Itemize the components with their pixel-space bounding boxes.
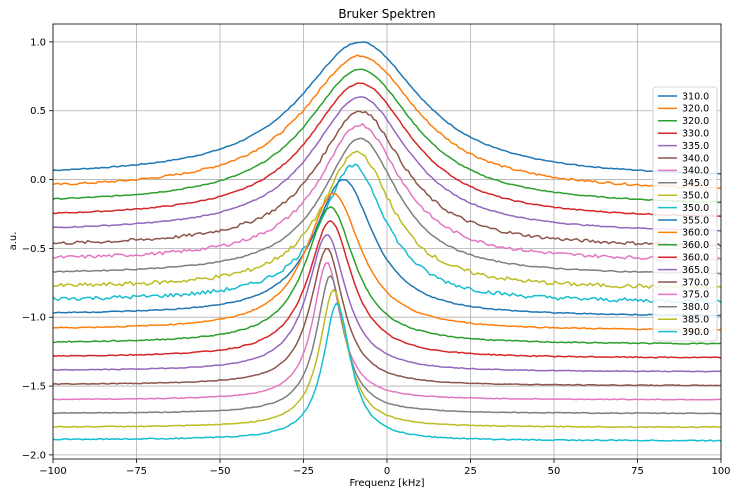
legend-label: 360.0 — [682, 228, 709, 239]
axis-ticks: −100 −75 −50 −25 0 25 50 75 100 −2.0 −1.5 −1.0 −0.5 0… — [22, 37, 731, 477]
y-tick-label: −1.0 — [22, 313, 46, 324]
x-tick-label: 75 — [631, 466, 644, 477]
series-line-11 — [52, 178, 722, 317]
legend: 310.0320.0320.0330.0335.0340.0340.0345.0… — [652, 86, 718, 342]
series-line-15 — [52, 234, 722, 373]
series-line-5 — [52, 96, 722, 232]
series-line-8 — [52, 137, 722, 275]
series-line-2 — [52, 54, 722, 190]
series-line-4 — [52, 82, 722, 218]
series-line-17 — [52, 261, 722, 401]
series-line-13 — [52, 206, 722, 345]
y-tick-label: 0.5 — [30, 106, 46, 117]
y-tick-label: −0.5 — [22, 244, 46, 255]
series-line-1 — [52, 41, 722, 175]
legend-label: 340.0 — [682, 153, 709, 164]
x-tick-label: 100 — [711, 466, 730, 477]
legend-label: 335.0 — [682, 141, 709, 152]
legend-label: 310.0 — [682, 91, 709, 102]
legend-label: 390.0 — [682, 327, 709, 338]
legend-label: 385.0 — [682, 315, 709, 326]
legend-label: 340.0 — [682, 166, 709, 177]
legend-label: 350.0 — [682, 191, 709, 202]
x-tick-label: −100 — [39, 466, 66, 477]
legend-label: 360.0 — [682, 253, 709, 264]
legend-label: 330.0 — [682, 129, 709, 140]
legend-label: 375.0 — [682, 290, 709, 301]
series-line-3 — [52, 68, 722, 204]
x-tick-label: −25 — [293, 466, 314, 477]
x-tick-label: −75 — [126, 466, 147, 477]
x-tick-label: 25 — [464, 466, 477, 477]
series-line-12 — [52, 192, 722, 331]
legend-label: 370.0 — [682, 277, 709, 288]
legend-label: 345.0 — [682, 178, 709, 189]
series-line-20 — [52, 302, 722, 442]
series-line-7 — [52, 123, 722, 262]
legend-box — [652, 86, 718, 342]
y-tick-label: 0.0 — [30, 175, 46, 186]
legend-label: 360.0 — [682, 240, 709, 251]
series-line-19 — [52, 289, 722, 429]
legend-label: 380.0 — [682, 302, 709, 313]
x-tick-label: 50 — [548, 466, 561, 477]
series-line-9 — [52, 150, 722, 290]
y-tick-label: 1.0 — [30, 37, 46, 48]
legend-label: 355.0 — [682, 215, 709, 226]
chart-title: Bruker Spektren — [338, 7, 435, 21]
legend-label: 365.0 — [682, 265, 709, 276]
y-tick-label: −2.0 — [22, 450, 46, 461]
legend-label: 320.0 — [682, 104, 709, 115]
series-line-6 — [52, 110, 722, 248]
series-lines — [52, 41, 722, 442]
x-tick-label: 0 — [384, 466, 390, 477]
series-line-16 — [52, 247, 722, 387]
series-line-10 — [52, 163, 722, 304]
legend-label: 350.0 — [682, 203, 709, 214]
series-line-14 — [52, 220, 722, 359]
y-axis-label: a.u. — [8, 232, 19, 251]
series-line-18 — [52, 275, 722, 415]
legend-label: 320.0 — [682, 116, 709, 127]
y-tick-label: −1.5 — [22, 382, 46, 393]
x-tick-label: −50 — [209, 466, 230, 477]
x-axis-label: Frequenz [kHz] — [349, 478, 424, 489]
